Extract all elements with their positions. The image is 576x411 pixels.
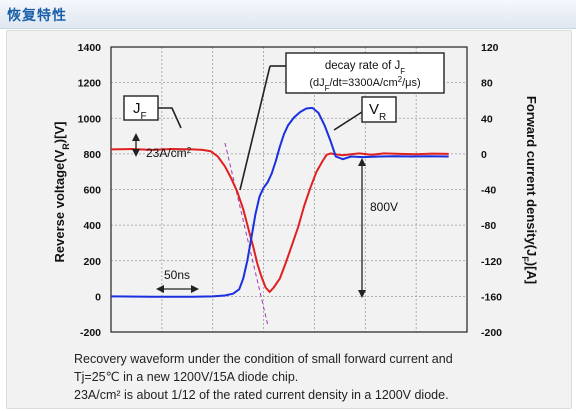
right-tick-label: 80 (481, 78, 493, 90)
current-arrow-head-down (132, 149, 140, 157)
current-arrow-head-up (132, 133, 140, 141)
left-axis-ticks: -200 0 200 400 600 800 1000 1200 1400 (78, 42, 102, 339)
jf-legend-box (123, 95, 159, 121)
right-axis-ticks: -200 -160 -120 -80 -40 0 40 80 120 (481, 42, 502, 339)
section-header: 恢复特性 (0, 0, 576, 29)
decay-rate-line1: decay rate of JF (325, 60, 405, 76)
series-layer (110, 106, 449, 298)
vr-leader-line (333, 111, 363, 131)
left-tick-label: 0 (95, 291, 101, 303)
plot-frame (110, 46, 468, 333)
caption-line-1: Recovery waveform under the condition of… (74, 352, 453, 366)
decay-rate-box (285, 52, 445, 94)
decay-rate-guide (224, 142, 269, 327)
vr-legend-box (361, 96, 397, 123)
left-axis-label: Reverse voltage(VR)[V] (52, 122, 71, 263)
left-tick-label: 200 (83, 256, 101, 268)
right-tick-label: -40 (481, 185, 496, 197)
caption-line-2: Tj=25℃ in a new 1200V/15A diode chip. (74, 370, 299, 384)
left-tick-label: -200 (80, 327, 101, 339)
left-tick-label: 1000 (78, 113, 102, 125)
right-tick-label: 0 (481, 149, 487, 161)
time-arrow-head-left (156, 285, 164, 293)
right-tick-label: 120 (481, 42, 499, 54)
jf-leader-line (158, 107, 182, 129)
series-line-vr (110, 106, 449, 298)
left-tick-label: 800 (83, 149, 101, 161)
jf-legend-label: JF (133, 100, 147, 122)
left-tick-label: 1200 (78, 78, 102, 90)
voltage-label: 800V (370, 200, 398, 214)
left-tick-label: 1400 (78, 42, 102, 54)
right-tick-label: -120 (481, 256, 502, 268)
right-axis-label: Forward current density(JF)[A] (520, 96, 539, 284)
figure-caption: Recovery waveform under the condition of… (74, 350, 544, 404)
right-tick-label: -160 (481, 291, 502, 303)
caption-line-3: 23A/cm² is about 1/12 of the rated curre… (74, 388, 449, 402)
right-tick-label: -80 (481, 220, 496, 232)
time-label: 50ns (164, 268, 190, 282)
left-tick-label: 400 (83, 220, 101, 232)
voltage-arrow-head-down (358, 290, 366, 298)
series-line-jf (110, 148, 449, 293)
voltage-arrow-head-up (358, 158, 366, 166)
right-tick-label: -200 (481, 327, 502, 339)
decay-rate-line2: (dJF/dt=3300A/cm2/μs) (309, 75, 420, 93)
right-tick-label: 40 (481, 113, 493, 125)
current-label: 23A/cm2 (146, 146, 192, 161)
decay-rate-leader-diagonal (239, 65, 271, 191)
left-tick-label: 600 (83, 185, 101, 197)
time-arrow-head-right (191, 285, 199, 293)
section-title: 恢复特性 (7, 7, 67, 23)
vr-legend-label: VR (369, 101, 386, 123)
